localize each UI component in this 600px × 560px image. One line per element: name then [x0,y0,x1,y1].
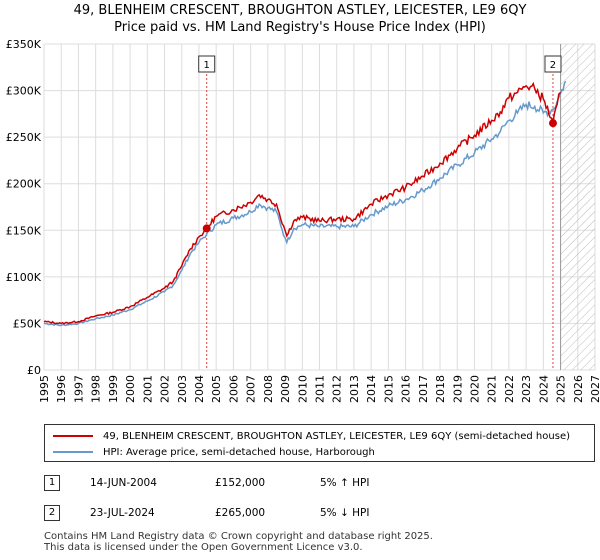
x-tick-label: 1997 [72,375,85,403]
y-tick-label: £250K [6,131,42,144]
footer: Contains HM Land Registry data © Crown c… [44,531,433,553]
x-tick-label: 2017 [417,375,430,403]
x-tick-label: 2016 [400,375,413,403]
x-tick-label: 2003 [176,375,189,403]
x-tick-label: 2011 [314,375,327,403]
x-tick-label: 2005 [210,375,223,403]
legend-label-hpi: HPI: Average price, semi-detached house,… [103,446,375,458]
x-tick-label: 2025 [555,375,568,403]
x-tick-label: 2014 [365,375,378,403]
x-tick-label: 2009 [279,375,292,403]
chart-subtitle: Price paid vs. HM Land Registry's House … [114,20,486,35]
y-tick-label: £100K [6,271,42,284]
forecast-hatch [560,44,595,370]
transaction-price: £152,000 [215,477,266,489]
x-tick-label: 2027 [589,375,600,403]
transaction-date: 14-JUN-2004 [90,477,157,489]
legend-item-property: 49, BLENHEIM CRESCENT, BROUGHTON ASTLEY,… [53,429,570,443]
x-tick-label: 2018 [434,375,447,403]
sale-label-box [544,55,562,73]
y-tick-label: £200K [6,178,42,191]
chart-title: 49, BLENHEIM CRESCENT, BROUGHTON ASTLEY,… [73,3,527,18]
transaction-row: 2 23-JUL-2024 £265,000 5% ↓ HPI [44,505,464,527]
x-tick-label: 2024 [537,375,550,403]
property-series-line [43,81,562,325]
transaction-hpi: 5% ↓ HPI [320,507,370,519]
footer-copyright: Contains HM Land Registry data © Crown c… [44,531,433,542]
sale-label-number: 2 [550,60,556,71]
x-tick-label: 1995 [38,375,51,403]
x-tick-label: 2006 [227,375,240,403]
y-tick-label: £0 [27,364,41,377]
x-tick-label: 2008 [262,375,275,403]
x-tick-label: 2010 [296,375,309,403]
transaction-row: 1 14-JUN-2004 £152,000 5% ↑ HPI [44,475,464,497]
sale-point [548,119,557,128]
transaction-price: £265,000 [215,507,266,519]
x-tick-label: 2013 [348,375,361,403]
price-chart: 1 2 1995 1996 1997 1998 1999 2000 2001 2002 2003 2… [6,38,600,403]
transaction-date: 23-JUL-2024 [90,507,155,519]
x-tick-label: 2007 [245,375,258,403]
x-tick-label: 2002 [159,375,172,403]
x-tick-label: 2001 [141,375,154,403]
x-tick-label: 1999 [107,375,120,403]
legend: 49, BLENHEIM CRESCENT, BROUGHTON ASTLEY,… [44,424,595,462]
x-tick-label: 2019 [451,375,464,403]
x-tick-label: 2012 [331,375,344,403]
legend-swatch-blue [53,451,93,453]
y-tick-label: £350K [6,38,42,51]
y-tick-label: £150K [6,224,42,237]
x-tick-label: 2022 [503,375,516,403]
legend-swatch-red [53,435,93,437]
hpi-series-line [43,80,567,327]
transaction-hpi: 5% ↑ HPI [320,477,370,489]
sale-label-number: 1 [204,60,210,71]
x-tick-label: 1996 [55,375,68,403]
x-tick-label: 2021 [486,375,499,403]
x-tick-label: 2023 [520,375,533,403]
legend-label-property: 49, BLENHEIM CRESCENT, BROUGHTON ASTLEY,… [103,430,570,442]
sale-point [202,224,211,233]
transaction-number: 1 [44,475,60,491]
y-tick-label: £300K [6,85,42,98]
legend-item-hpi: HPI: Average price, semi-detached house,… [53,445,375,459]
transaction-number: 2 [44,505,60,521]
x-tick-label: 2020 [468,375,481,403]
sale-label-box [198,55,216,73]
y-tick-label: £50K [13,317,42,330]
x-tick-label: 1998 [90,375,103,403]
footer-license: This data is licensed under the Open Gov… [44,542,363,553]
x-tick-label: 2015 [382,375,395,403]
x-tick-label: 2026 [572,375,585,403]
x-tick-label: 2000 [124,375,137,403]
x-tick-label: 2004 [193,375,206,403]
